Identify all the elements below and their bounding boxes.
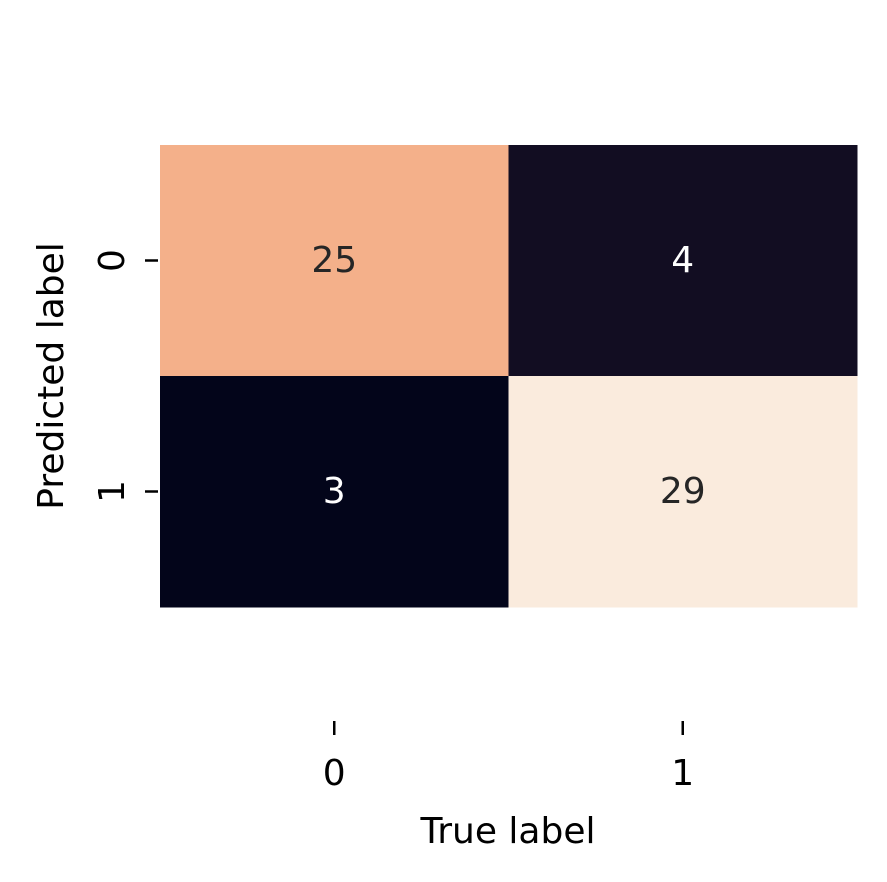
cell-value-1-1: 29: [660, 471, 706, 512]
y-tick-label-1: 1: [92, 480, 133, 503]
cell-annotations: 25 4 3 29: [311, 240, 705, 512]
cell-value-1-0: 3: [323, 471, 346, 512]
heatmap-cell-1-0: [160, 376, 509, 608]
x-tick-label-0: 0: [323, 753, 346, 794]
cell-value-0-1: 4: [671, 240, 694, 281]
heatmap-cell-0-1: [508, 145, 858, 377]
axis-ticks: 0 1 0 1: [92, 249, 694, 794]
y-tick-label-0: 0: [92, 249, 133, 272]
heatmap-cell-1-1: [508, 376, 858, 608]
cell-value-0-0: 25: [311, 240, 357, 281]
y-axis-label: Predicted label: [31, 242, 72, 510]
heatmap-cell-0-0: [160, 145, 509, 377]
heatmap-cells: [160, 145, 858, 608]
x-axis-label: True label: [420, 811, 596, 852]
x-tick-label-1: 1: [671, 753, 694, 794]
